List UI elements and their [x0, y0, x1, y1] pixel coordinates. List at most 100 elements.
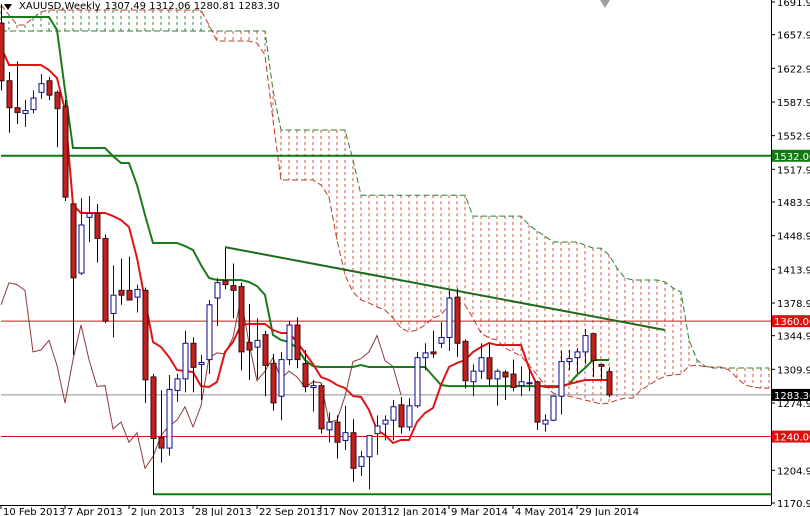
candle-body: [590, 333, 597, 362]
candle-body: [534, 381, 541, 423]
dropdown-triangle-icon[interactable]: [4, 3, 12, 10]
candle-body: [254, 339, 261, 348]
candle-body: [446, 297, 453, 339]
candle-body: [102, 237, 109, 322]
bear-candle: [94, 203, 101, 263]
candle-body: [574, 351, 581, 359]
time-tick-label: 12 Jan 2014: [387, 507, 447, 516]
price-tick-label: 1344.90: [777, 332, 810, 343]
bear-candle: [46, 76, 53, 100]
bull-candle: [214, 277, 221, 326]
candle-body: [606, 371, 613, 396]
bear-candle: [70, 203, 77, 355]
price-tick-label: 1483.90: [777, 198, 810, 209]
bear-candle: [270, 353, 277, 411]
bull-candle: [422, 343, 429, 371]
price-tick-label: 1378.90: [777, 299, 810, 310]
candle-body: [222, 280, 229, 286]
kijun-sen-line: [1, 16, 609, 388]
bull-candle: [78, 198, 85, 276]
bull-candle: [574, 348, 581, 374]
price-tick-label: 1170.90: [777, 499, 810, 510]
candle-body: [302, 362, 309, 388]
candle-body: [430, 351, 437, 355]
bull-candle: [470, 364, 477, 397]
candle-body: [134, 288, 141, 298]
candle-body: [158, 437, 165, 449]
senkou-span-b-line: [1, 30, 769, 369]
candle-body: [542, 419, 549, 425]
time-tick-label: 29 Jun 2014: [579, 507, 639, 516]
bull-candle: [382, 415, 389, 441]
candle-body: [438, 337, 445, 344]
bear-candle: [510, 359, 517, 392]
bull-candle: [390, 400, 397, 441]
bull-candle: [22, 99, 29, 127]
candle-body: [0, 22, 5, 82]
candle-body: [486, 357, 493, 380]
bull-candle: [566, 350, 573, 371]
candle-body: [14, 107, 21, 113]
candle-body: [558, 361, 565, 397]
bear-candle: [126, 256, 133, 301]
bull-candle: [446, 290, 453, 351]
candle-body: [406, 405, 413, 428]
candle-body: [94, 212, 101, 239]
price-tick-label: 1517.90: [777, 165, 810, 176]
candle-body: [278, 359, 285, 397]
bull-candle: [254, 318, 261, 379]
time-tick-label: 22 Sep 2013: [259, 507, 322, 516]
candle-body: [54, 91, 61, 110]
bear-candle: [598, 363, 605, 380]
price-label-text: 1240.00: [774, 433, 810, 444]
bear-candle: [238, 282, 245, 371]
horizontal-lines: [1, 154, 771, 496]
bear-candle: [230, 263, 237, 319]
candle-body: [118, 289, 125, 296]
candle-body: [518, 381, 525, 387]
candle-body: [46, 80, 53, 96]
chart-header: XAUUSD,Weekly 1307.49 1312.06 1280.81 12…: [4, 1, 280, 12]
candle-body: [382, 419, 389, 425]
bull-candle: [526, 369, 533, 392]
bull-candle: [550, 395, 557, 422]
candle-body: [334, 421, 341, 443]
bear-candle: [454, 288, 461, 357]
price-label-box: [772, 430, 810, 443]
candle-body: [150, 376, 157, 439]
indicator-lines: [0, 16, 609, 470]
candle-body: [550, 395, 557, 421]
bear-candle: [350, 419, 357, 482]
candle-body: [494, 370, 501, 380]
candle-body: [470, 370, 477, 383]
candle-body: [246, 341, 253, 351]
bear-candle: [430, 330, 437, 358]
candle-body: [366, 435, 373, 458]
bull-candle: [286, 321, 293, 366]
bull-candle: [174, 374, 181, 402]
time-tick-label: 17 Nov 2013: [323, 507, 387, 516]
bull-candle: [206, 300, 213, 375]
candle-body: [502, 371, 509, 378]
candle-body: [230, 285, 237, 291]
candle-body: [78, 224, 85, 274]
bull-candle: [374, 415, 381, 455]
candle-body: [374, 425, 381, 435]
bear-candle: [486, 343, 493, 387]
candle-body: [318, 385, 325, 430]
candle-body: [294, 324, 301, 361]
price-label-text: 1532.00: [774, 152, 810, 163]
price-tick-label: 1587.90: [777, 98, 810, 109]
candle-body: [30, 97, 37, 111]
bear-candle: [14, 61, 21, 125]
bull-candle: [326, 412, 333, 443]
candle-body: [238, 286, 245, 353]
bear-candle: [54, 90, 61, 148]
candle-body: [110, 294, 117, 314]
candle-body: [182, 342, 189, 380]
bear-candle: [0, 3, 5, 91]
bear-candle: [606, 367, 613, 398]
candle-body: [206, 304, 213, 361]
